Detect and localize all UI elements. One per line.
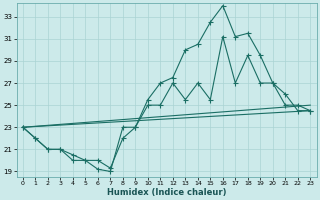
X-axis label: Humidex (Indice chaleur): Humidex (Indice chaleur) xyxy=(107,188,226,197)
